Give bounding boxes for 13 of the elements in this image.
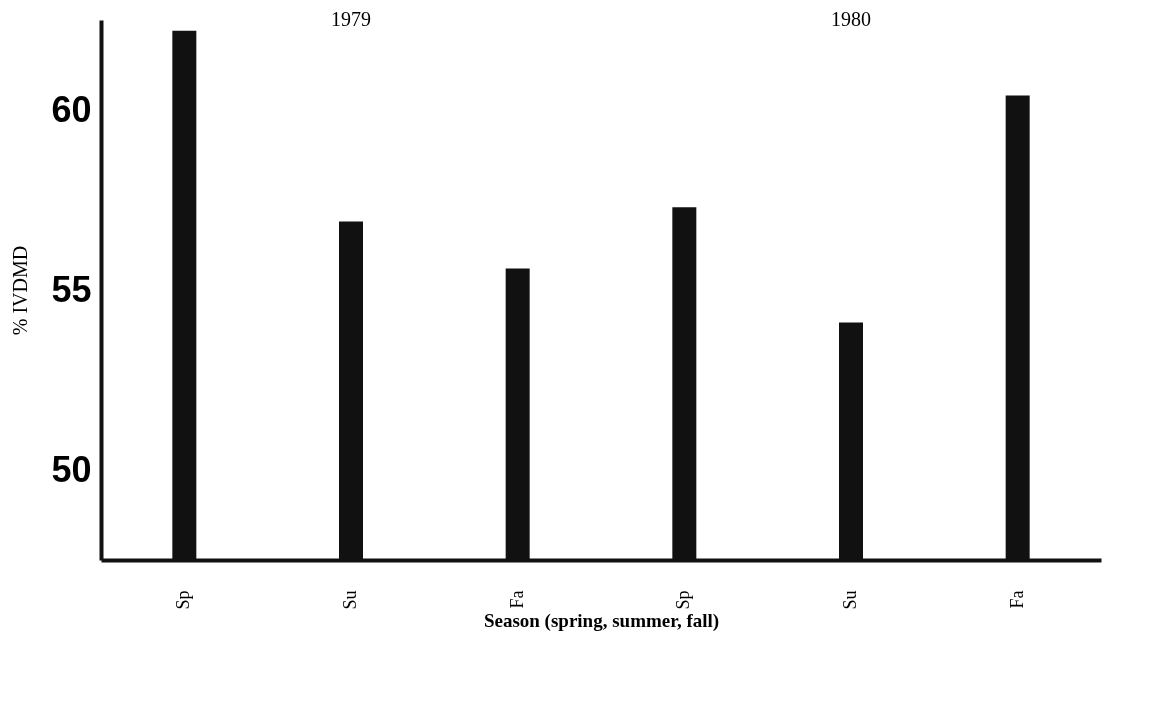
x-tick-label: Sp: [173, 590, 194, 610]
y-tick-label: 55: [51, 268, 92, 310]
x-tick-label: Su: [340, 590, 360, 610]
annotation: 1980: [831, 8, 871, 30]
x-tick-label: Fa: [506, 590, 527, 609]
x-tick-label: Fa: [1006, 590, 1027, 609]
x-tick-label: Su: [840, 590, 860, 610]
x-tick-label: Sp: [673, 590, 694, 610]
annotation: 1979: [331, 8, 371, 30]
y-tick-label: 50: [51, 448, 92, 490]
y-axis-title: % IVDMD: [9, 245, 32, 336]
x-axis-title: Season (spring, summer, fall): [483, 609, 720, 632]
y-tick-label: 60: [51, 88, 92, 130]
